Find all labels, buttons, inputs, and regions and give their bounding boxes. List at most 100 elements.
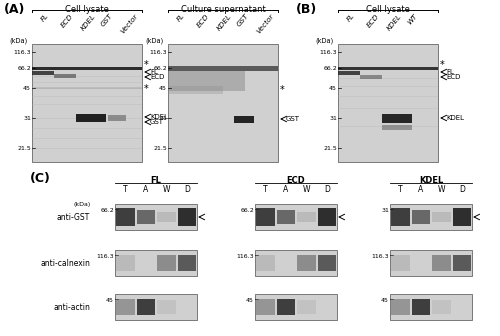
- Text: Vector: Vector: [120, 13, 140, 35]
- Text: 116.3: 116.3: [14, 49, 31, 54]
- Text: (A): (A): [4, 3, 26, 16]
- Bar: [255, 294, 337, 320]
- Bar: [256, 255, 274, 271]
- Bar: [116, 299, 134, 315]
- Text: A: A: [143, 185, 148, 194]
- Bar: [360, 75, 382, 79]
- Text: 116.3: 116.3: [372, 254, 389, 259]
- Text: Culture supernatant: Culture supernatant: [180, 5, 266, 14]
- Text: FL: FL: [346, 13, 356, 23]
- Text: GST: GST: [100, 13, 114, 28]
- Bar: [338, 126, 438, 127]
- Text: GST: GST: [236, 13, 250, 28]
- Text: D: D: [184, 185, 190, 194]
- Text: A: A: [418, 185, 424, 194]
- Text: KDEL: KDEL: [80, 13, 97, 31]
- Text: 45: 45: [159, 85, 167, 90]
- Text: 45: 45: [106, 298, 114, 303]
- Text: ECD: ECD: [150, 74, 164, 80]
- Text: (kDa): (kDa): [10, 38, 28, 44]
- Bar: [32, 44, 142, 162]
- Text: Cell lysate: Cell lysate: [366, 5, 410, 14]
- Text: KDEL: KDEL: [419, 176, 443, 185]
- Text: (kDa): (kDa): [74, 202, 91, 207]
- Text: KDEL: KDEL: [446, 115, 464, 121]
- Bar: [276, 299, 295, 315]
- Bar: [136, 210, 155, 224]
- Bar: [178, 208, 196, 226]
- Bar: [32, 76, 142, 77]
- Text: *: *: [144, 84, 149, 94]
- Text: 116.3: 116.3: [150, 49, 167, 54]
- Text: 31: 31: [329, 116, 337, 121]
- Text: D: D: [459, 185, 464, 194]
- Text: 45: 45: [329, 85, 337, 90]
- Bar: [382, 125, 412, 130]
- Bar: [276, 210, 295, 224]
- Text: 21.5: 21.5: [153, 145, 167, 151]
- Bar: [108, 115, 126, 121]
- Bar: [136, 299, 155, 315]
- Bar: [32, 71, 54, 75]
- Bar: [168, 86, 223, 94]
- Bar: [338, 78, 438, 79]
- Bar: [32, 118, 142, 119]
- Bar: [32, 138, 142, 139]
- Text: (kDa): (kDa): [146, 38, 164, 44]
- Text: 66.2: 66.2: [323, 66, 337, 71]
- Text: FL: FL: [150, 69, 158, 75]
- Text: FL: FL: [150, 176, 162, 185]
- Bar: [32, 67, 142, 70]
- Text: *: *: [144, 60, 149, 70]
- Text: W: W: [438, 185, 445, 194]
- Text: FL: FL: [446, 69, 454, 75]
- Bar: [256, 208, 274, 226]
- Bar: [297, 212, 316, 222]
- Text: FL: FL: [40, 13, 50, 23]
- Text: ECD: ECD: [366, 13, 380, 29]
- Bar: [32, 88, 142, 89]
- Bar: [255, 204, 337, 230]
- Text: FL: FL: [176, 13, 186, 23]
- Text: ECD: ECD: [60, 13, 74, 29]
- Bar: [432, 255, 450, 271]
- Text: anti-calnexin: anti-calnexin: [40, 258, 90, 267]
- Text: 66.2: 66.2: [100, 208, 114, 213]
- Bar: [76, 114, 106, 122]
- Text: WT: WT: [406, 13, 418, 26]
- Bar: [115, 250, 197, 276]
- Bar: [256, 299, 274, 315]
- Bar: [157, 300, 176, 314]
- Text: (C): (C): [30, 172, 51, 185]
- Bar: [54, 74, 76, 78]
- Bar: [32, 82, 142, 83]
- Bar: [338, 71, 360, 75]
- Bar: [318, 255, 336, 271]
- Text: 116.3: 116.3: [320, 49, 337, 54]
- Text: KDEL: KDEL: [150, 114, 168, 120]
- Text: 31: 31: [381, 208, 389, 213]
- Bar: [452, 255, 471, 271]
- Text: (kDa): (kDa): [316, 38, 334, 44]
- Bar: [391, 299, 409, 315]
- Text: ECD: ECD: [196, 13, 210, 29]
- Text: *: *: [280, 85, 285, 95]
- Text: KDEL: KDEL: [386, 13, 403, 31]
- Bar: [157, 255, 176, 271]
- Text: 31: 31: [159, 116, 167, 121]
- Text: anti-GST: anti-GST: [57, 212, 90, 221]
- Bar: [168, 71, 245, 91]
- Bar: [338, 96, 438, 97]
- Text: GST: GST: [150, 119, 164, 125]
- Text: T: T: [263, 185, 268, 194]
- Text: 116.3: 116.3: [236, 254, 254, 259]
- Text: 45: 45: [381, 298, 389, 303]
- Bar: [168, 66, 278, 71]
- Bar: [432, 300, 450, 314]
- Text: 66.2: 66.2: [240, 208, 254, 213]
- Text: W: W: [302, 185, 310, 194]
- Bar: [390, 250, 472, 276]
- Bar: [382, 114, 412, 123]
- Text: 45: 45: [23, 85, 31, 90]
- Text: KDEL: KDEL: [216, 13, 233, 31]
